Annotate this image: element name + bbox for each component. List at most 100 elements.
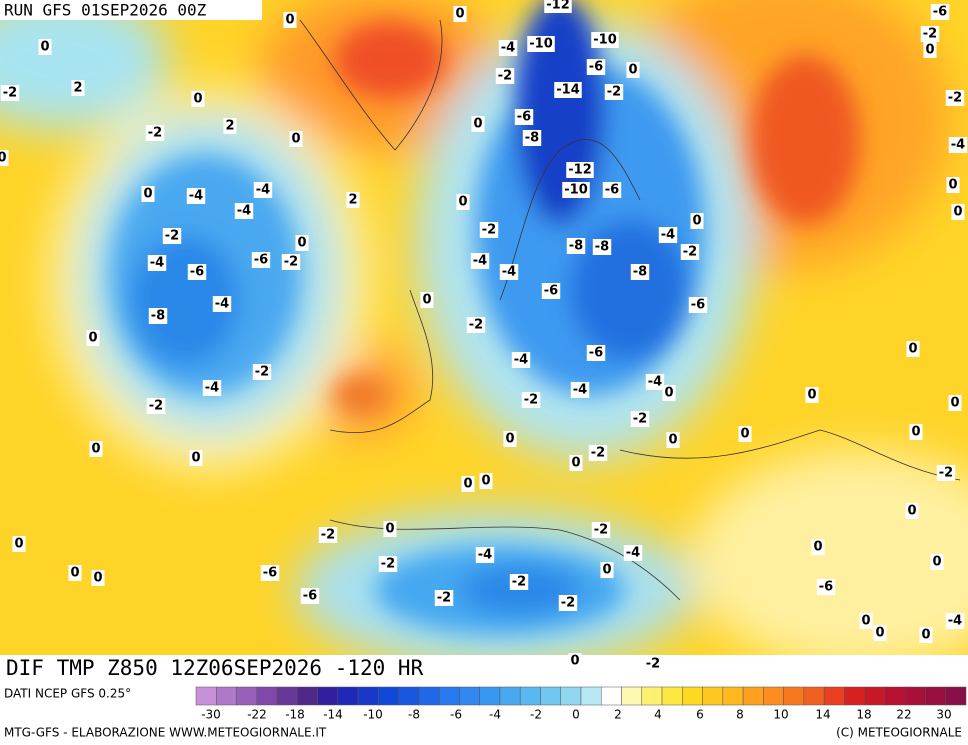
scale-label: -18 [285, 708, 305, 722]
contour-label-text: 0 [948, 178, 957, 193]
contour-label-text: 0 [861, 614, 870, 629]
contour-label-text: -6 [190, 265, 204, 280]
label-box [630, 264, 650, 280]
scale-swatch [438, 686, 460, 706]
contour-label: 0 [951, 204, 965, 220]
contour-label-text: -2 [255, 365, 269, 380]
label-box [873, 625, 887, 641]
label-box [591, 522, 611, 538]
contour-label-text: -4 [501, 41, 515, 56]
contour-label: -2 [378, 556, 398, 572]
contour-label: -8 [522, 130, 542, 146]
contour-label-text: -12 [546, 0, 570, 13]
label-box [586, 59, 606, 75]
label-box [643, 656, 663, 672]
contour-label-text: 0 [950, 396, 959, 411]
contour-label: -12 [544, 0, 572, 13]
contour-label-text: -4 [648, 375, 662, 390]
contour-label: 0 [568, 653, 582, 669]
contour-label: 0 [86, 330, 100, 346]
scale-swatch [519, 686, 541, 706]
label-box [499, 264, 519, 280]
scale-swatch [641, 686, 663, 706]
label-box [570, 382, 590, 398]
label-box [453, 6, 467, 22]
contour-label: -4 [658, 227, 678, 243]
contour-label-text: 0 [297, 236, 306, 251]
contour-label-text: -4 [514, 353, 528, 368]
contour-label: 0 [662, 385, 676, 401]
contour-label: 0 [930, 554, 944, 570]
scale-swatch [398, 686, 420, 706]
contour-label-text: 0 [807, 388, 816, 403]
contour-label-text: -8 [151, 309, 165, 324]
contour-label-text: -4 [473, 254, 487, 269]
scale-swatch [560, 686, 582, 706]
contour-label-text: 0 [91, 442, 100, 457]
label-box [300, 588, 320, 604]
contour-label: -2 [466, 317, 486, 333]
contour-label: 0 [600, 562, 614, 578]
contour-label: -2 [936, 465, 956, 481]
label-box [234, 203, 254, 219]
contour-label: 0 [923, 42, 937, 58]
contour-label-text: -2 [683, 245, 697, 260]
contour-label: 0 [569, 455, 583, 471]
contour-label: -4 [202, 380, 222, 396]
label-box [909, 424, 923, 440]
label-box [162, 228, 182, 244]
label-box [946, 177, 960, 193]
scale-swatch [884, 686, 906, 706]
scale-label: 4 [654, 708, 662, 722]
scale-swatch [216, 686, 237, 706]
contour-label: -6 [541, 283, 561, 299]
contour-label: -2 [495, 68, 515, 84]
label-box [12, 536, 26, 552]
scale-swatch [803, 686, 825, 706]
label-box [479, 473, 493, 489]
contour-label: -6 [251, 252, 271, 268]
label-box [930, 4, 950, 20]
label-box [251, 252, 271, 268]
label-box [146, 398, 166, 414]
contour-label-text: -4 [150, 256, 164, 271]
scale-label: -14 [323, 708, 343, 722]
scale-swatch [580, 686, 602, 706]
contour-label-text: -10 [564, 183, 588, 198]
scale-label: 30 [936, 708, 951, 722]
scale-swatch [378, 686, 399, 706]
label-box [466, 317, 486, 333]
scale-label: 6 [696, 708, 704, 722]
scale-label: -30 [201, 708, 221, 722]
contour-label-text: -10 [529, 37, 553, 52]
contour-label-text: -6 [933, 5, 947, 20]
scale-label: -6 [450, 708, 462, 722]
contour-label-text: -6 [691, 298, 705, 313]
contour-label-text: 0 [571, 456, 580, 471]
contour-label-text: -2 [594, 523, 608, 538]
contour-label-text: -4 [951, 138, 965, 153]
scale-swatch [904, 686, 926, 706]
scale-swatch [357, 686, 379, 706]
scale-swatch [236, 686, 258, 706]
label-box [662, 385, 676, 401]
label-box [281, 254, 301, 270]
contour-label: -6 [514, 109, 534, 125]
contour-label: -6 [260, 565, 280, 581]
scale-swatch [742, 686, 764, 706]
label-box [470, 253, 490, 269]
contour-label-text: 0 [602, 563, 611, 578]
contour-label: 0 [859, 613, 873, 629]
contour-label: -4 [945, 613, 965, 629]
scale-label: 18 [856, 708, 871, 722]
label-box [666, 432, 680, 448]
contour-label-text: 0 [921, 628, 930, 643]
scale-swatch [864, 686, 886, 706]
contour-label-text: 0 [14, 537, 23, 552]
label-box [566, 162, 594, 178]
contour-label-text: -12 [568, 163, 592, 178]
label-box [521, 392, 541, 408]
label-box [383, 521, 397, 537]
contour-label: -2 [509, 574, 529, 590]
contour-label-text: -6 [605, 183, 619, 198]
